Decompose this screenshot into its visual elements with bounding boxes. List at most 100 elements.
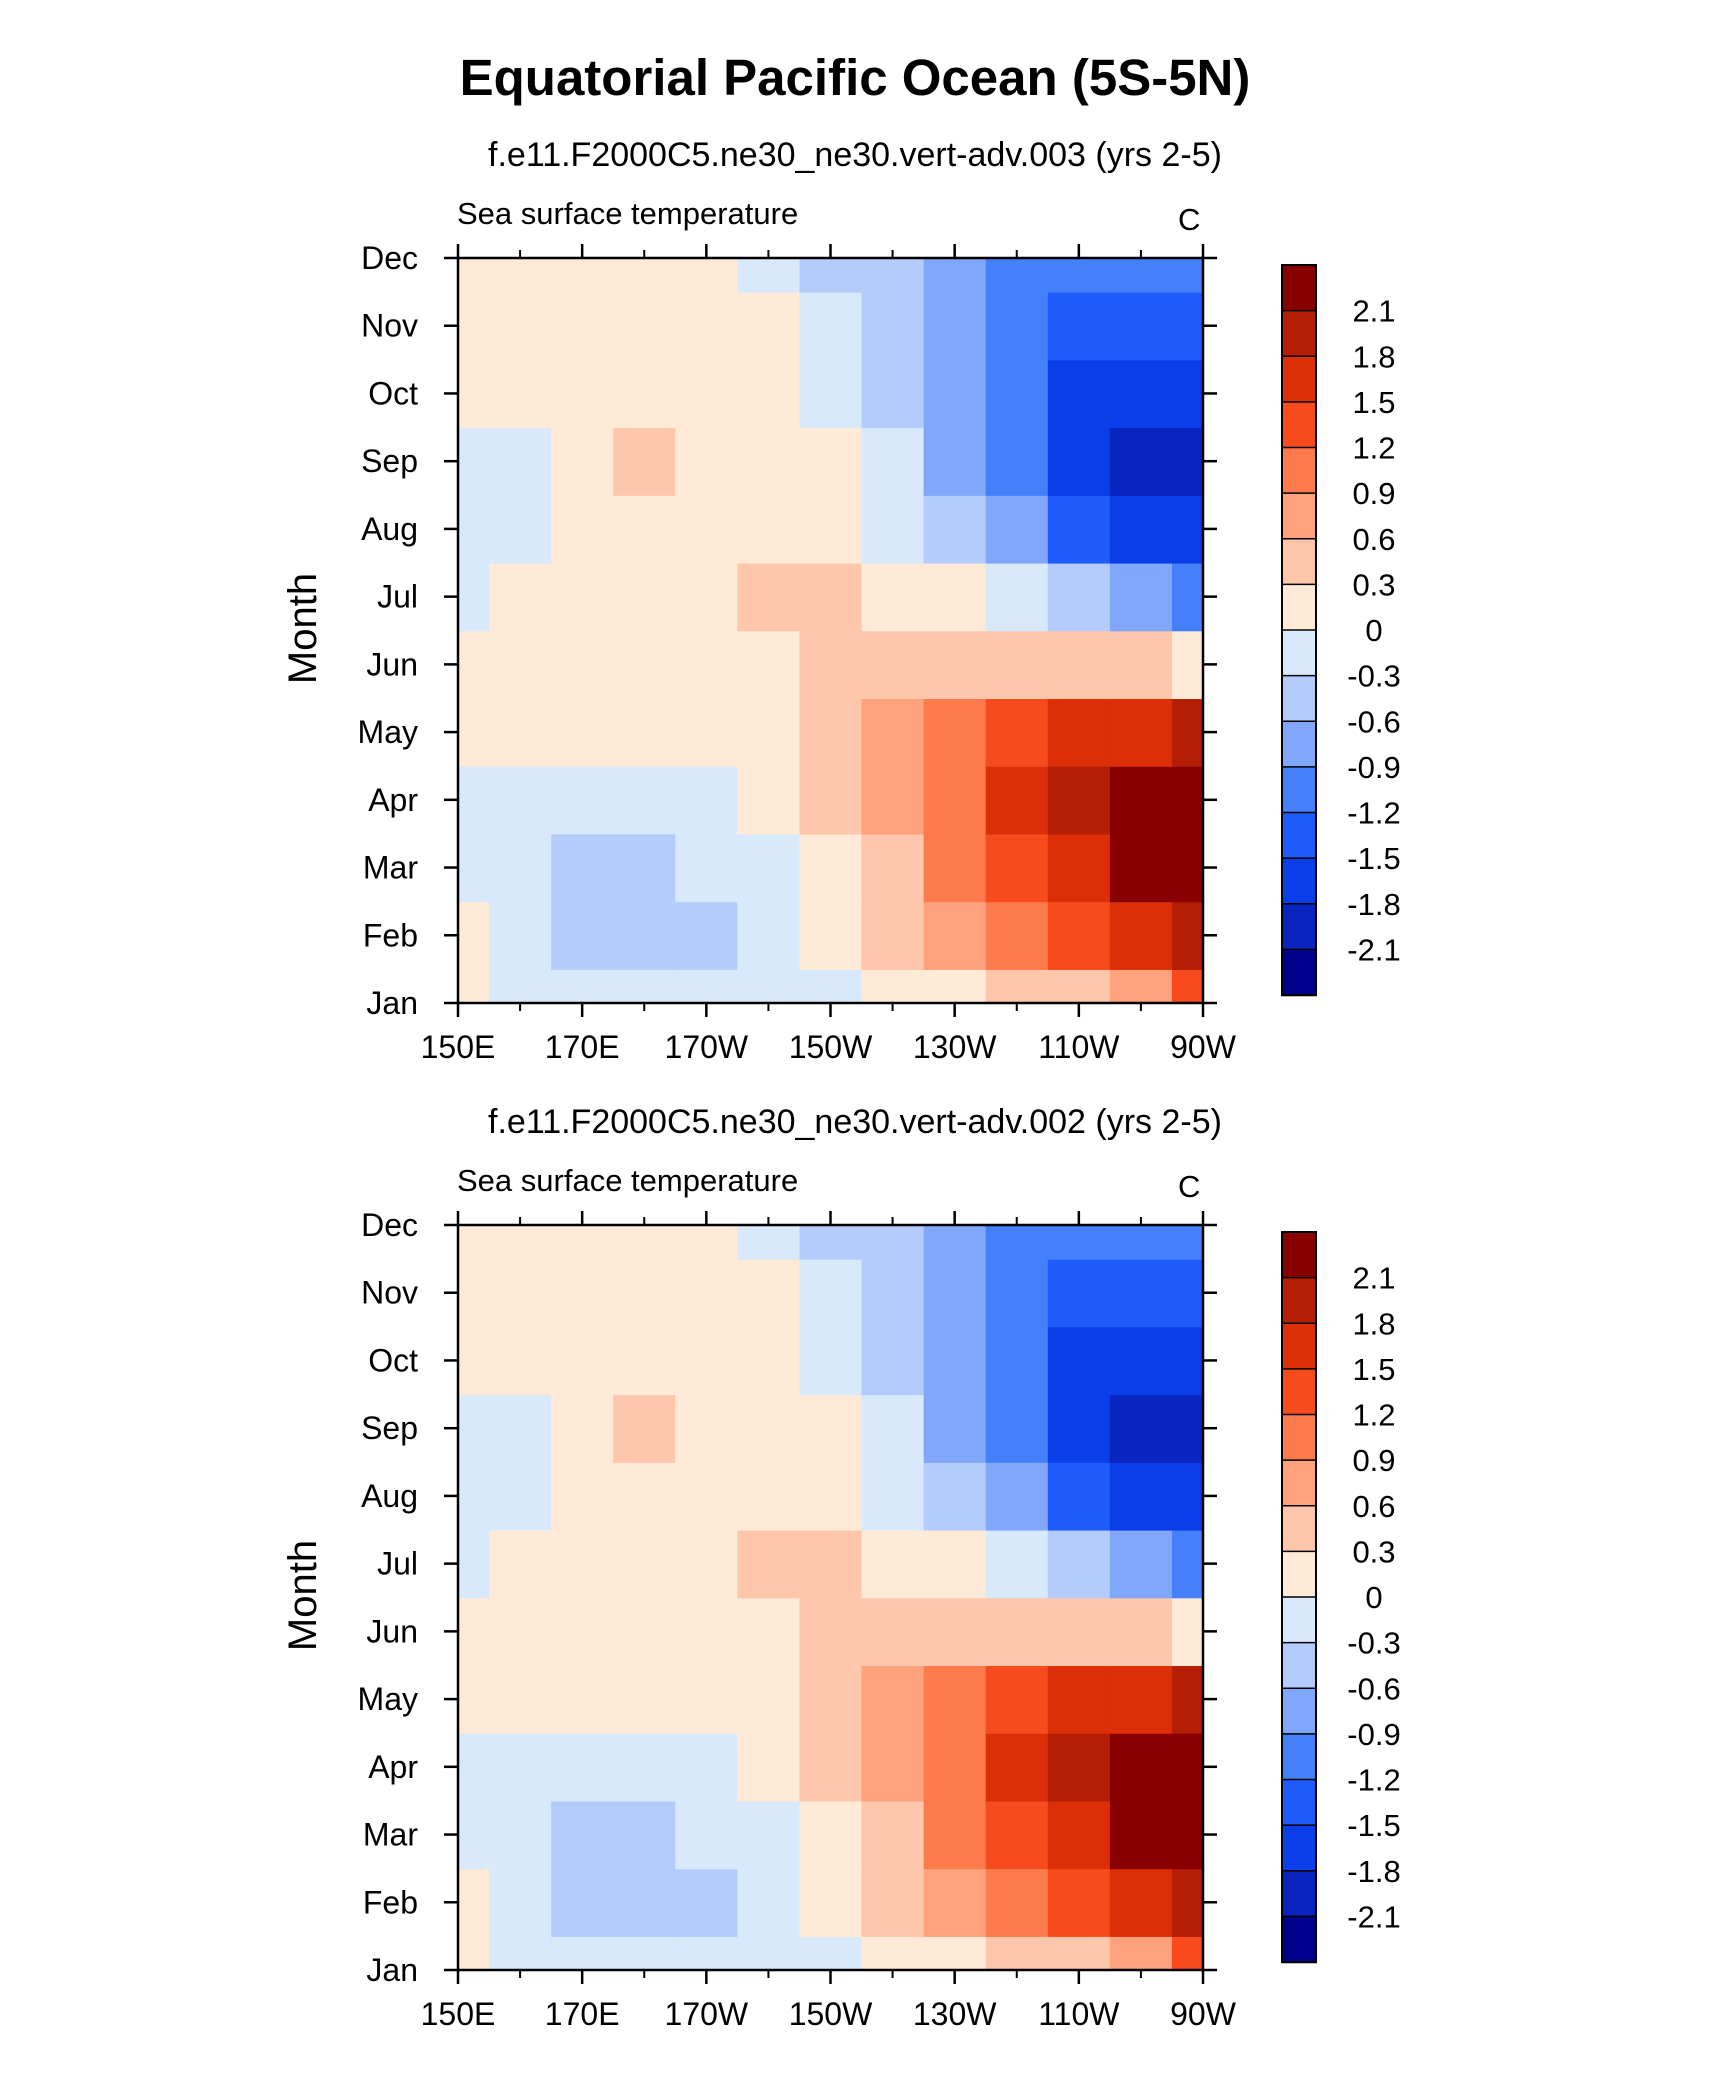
heatmap-cell	[737, 258, 801, 293]
y-tick-label: Jun	[366, 1613, 418, 1649]
colorbar-box	[1281, 1687, 1317, 1736]
heatmap-cell	[551, 901, 615, 970]
heatmap-cell	[613, 1258, 677, 1328]
heatmap-cell	[551, 495, 615, 564]
heatmap-cell	[737, 765, 801, 835]
heatmap-cell	[613, 495, 677, 564]
heatmap-cell	[923, 1462, 987, 1531]
colorbar-label: 1.5	[1352, 385, 1395, 420]
heatmap-cell	[737, 1665, 801, 1734]
heatmap-cell	[489, 901, 552, 970]
x-tick-label: 150W	[789, 1029, 873, 1065]
heatmap-cell	[458, 427, 490, 496]
heatmap-cell	[1171, 630, 1203, 700]
heatmap-cell	[737, 1529, 801, 1599]
colorbar-label: -1.5	[1347, 1808, 1400, 1843]
heatmap-cell	[923, 258, 987, 293]
colorbar-label: 2.1	[1352, 294, 1395, 329]
heatmap-cell	[1109, 291, 1173, 361]
heatmap-cell	[737, 969, 801, 1003]
heatmap-cell	[1109, 1258, 1173, 1328]
colorbar-label: 1.8	[1352, 1306, 1395, 1341]
heatmap-cell	[799, 1258, 863, 1328]
colorbar-box	[1281, 1824, 1317, 1873]
heatmap-cell	[489, 1462, 552, 1531]
y-tick-label: Aug	[361, 1478, 418, 1514]
heatmap-cell	[985, 1868, 1049, 1937]
heatmap-cell	[737, 630, 801, 700]
heatmap-cell	[551, 562, 615, 632]
heatmap-cell	[799, 1225, 863, 1260]
x-tick-label: 150W	[789, 1996, 873, 2032]
colorbar-box	[1281, 446, 1317, 495]
colorbar-label: 1.5	[1352, 1352, 1395, 1387]
heatmap-cell	[799, 1394, 863, 1463]
heatmap-cell	[799, 698, 863, 767]
heatmap-cell	[675, 630, 739, 700]
heatmap-cell	[799, 1800, 863, 1870]
heatmap-cell	[1171, 1868, 1203, 1937]
y-tick-label: Sep	[361, 1410, 418, 1446]
heatmap-cell	[923, 1936, 987, 1970]
heatmap-cell	[1171, 427, 1203, 496]
colorbar-label: -1.8	[1347, 1854, 1400, 1889]
heatmap-cell	[675, 495, 739, 564]
heatmap-cell	[861, 1665, 925, 1734]
heatmap-cell	[985, 1732, 1049, 1802]
heatmap-cell	[799, 427, 863, 496]
heatmap-cell	[923, 901, 987, 970]
heatmap-cell	[1109, 1665, 1173, 1734]
heatmap-cell	[613, 698, 677, 767]
heatmap-cell	[551, 258, 615, 293]
heatmap-cell	[613, 1225, 677, 1260]
heatmap-cell	[1109, 1868, 1173, 1937]
heatmap-cell	[1171, 495, 1203, 564]
heatmap-cell	[551, 765, 615, 835]
heatmap-cell	[1047, 1529, 1111, 1599]
heatmap-cell	[1047, 427, 1111, 496]
heatmap-cell	[1047, 359, 1111, 429]
y-tick-label: May	[358, 1681, 418, 1717]
heatmap-cell	[458, 495, 490, 564]
heatmap-cell	[923, 833, 987, 903]
heatmap-cell	[985, 1597, 1049, 1667]
heatmap-cell	[985, 1225, 1049, 1260]
heatmap-cell	[1047, 1394, 1111, 1463]
heatmap-cell	[861, 1800, 925, 1870]
heatmap-cell	[1171, 1732, 1203, 1802]
heatmap-cell	[1171, 1326, 1203, 1396]
heatmap-cell	[861, 495, 925, 564]
heatmap-cell	[458, 969, 490, 1003]
heatmap-cell	[985, 1800, 1049, 1870]
heatmap-cell	[737, 1800, 801, 1870]
heatmap-cell	[737, 1597, 801, 1667]
heatmap-cell	[737, 1394, 801, 1463]
heatmap-cell	[613, 427, 677, 496]
colorbar-box	[1281, 1596, 1317, 1644]
colorbar-box	[1281, 629, 1317, 677]
heatmap-cell	[551, 969, 615, 1003]
heatmap-cell	[1171, 833, 1203, 903]
heatmap-cell	[489, 1394, 552, 1463]
heatmap-cell	[1109, 495, 1173, 564]
heatmap-cell	[489, 765, 552, 835]
panel-2-title: f.e11.F2000C5.ne30_ne30.vert-adv.002 (yr…	[488, 1103, 1222, 1141]
heatmap-cell	[1109, 969, 1173, 1003]
heatmap-cell	[551, 1462, 615, 1531]
colorbar-label: 0.3	[1352, 1534, 1395, 1569]
heatmap-cell	[551, 1529, 615, 1599]
heatmap-cell	[551, 427, 615, 496]
colorbar-box	[1281, 1733, 1317, 1781]
heatmap-cell	[737, 698, 801, 767]
colorbar-box	[1281, 1505, 1317, 1553]
heatmap-cell	[861, 1326, 925, 1396]
heatmap-cell	[458, 1462, 490, 1531]
heatmap-cell	[1171, 901, 1203, 970]
colorbar-label: -2.1	[1347, 1899, 1400, 1934]
heatmap-cell	[489, 969, 552, 1003]
heatmap-cell	[1171, 1258, 1203, 1328]
heatmap-cell	[613, 1800, 677, 1870]
heatmap-cell	[458, 1394, 490, 1463]
heatmap-cell	[1047, 562, 1111, 632]
heatmap-cell	[799, 1665, 863, 1734]
